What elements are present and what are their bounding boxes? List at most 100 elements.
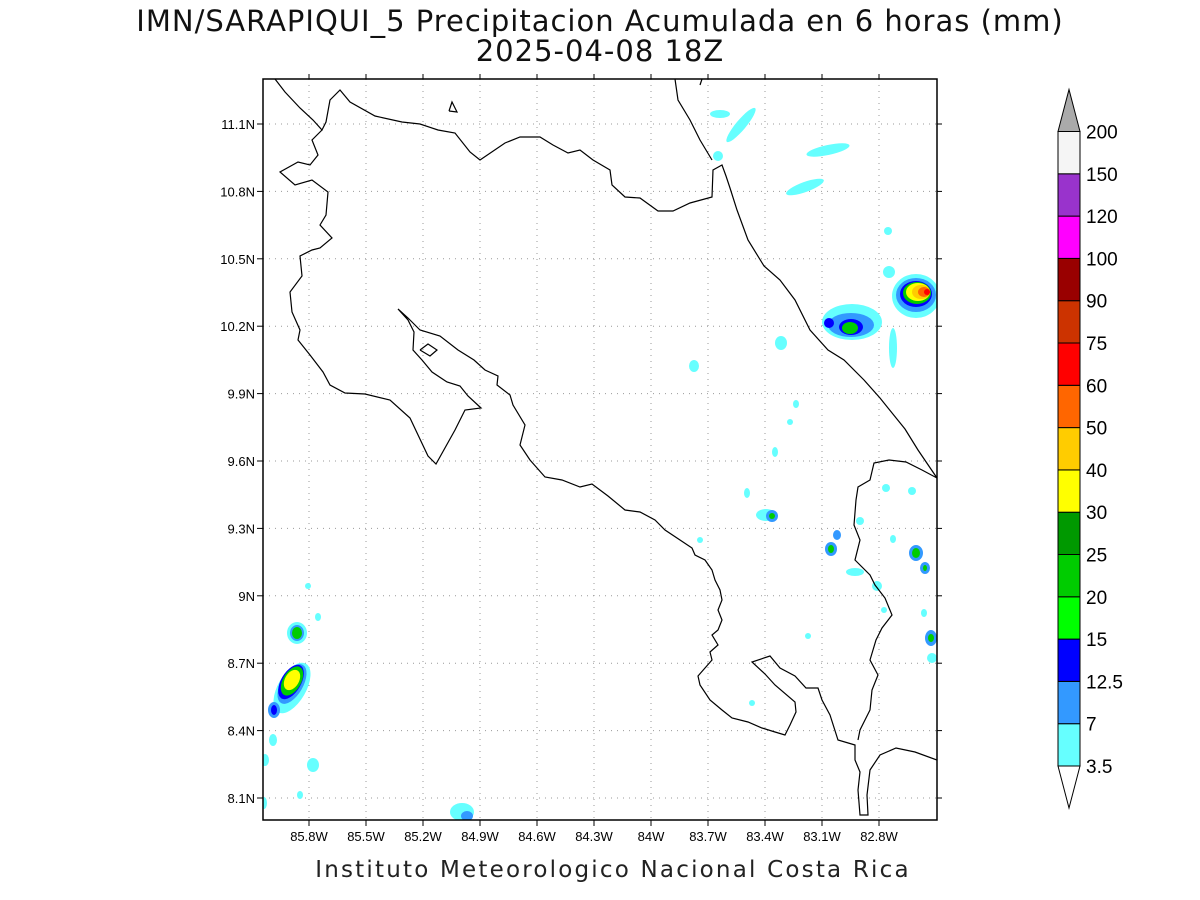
- lon-label: 83.1W: [803, 829, 841, 844]
- lon-label: 85.8W: [290, 829, 328, 844]
- colorbar-swatch: [1057, 511, 1081, 556]
- lat-label: 10.8N: [220, 184, 255, 199]
- lat-label: 8.1N: [228, 791, 255, 806]
- colorbar-label: 75: [1086, 334, 1107, 355]
- colorbar-swatch: [1057, 554, 1081, 598]
- lat-label: 9.3N: [228, 521, 255, 536]
- precip-cluster: [822, 304, 882, 340]
- axis-ticks: [257, 74, 942, 826]
- colorbar-label: 15: [1086, 630, 1107, 651]
- map-grid: [263, 79, 937, 820]
- precip-cell: [882, 484, 890, 492]
- lat-label: 8.4N: [228, 724, 255, 739]
- lon-label: 84.3W: [575, 829, 613, 844]
- precip-cell: [713, 151, 723, 161]
- lat-label: 9N: [238, 589, 255, 604]
- precip-cell: [806, 143, 850, 157]
- precip-cell: [889, 328, 897, 368]
- colorbar-label: 90: [1086, 292, 1107, 313]
- precip-cell: [846, 568, 864, 576]
- precip-cell: [890, 535, 896, 543]
- precip-cell: [263, 754, 269, 766]
- lon-label: 85.5W: [347, 829, 385, 844]
- precip-cell: [805, 633, 811, 639]
- colorbar-swatch: [1057, 596, 1081, 640]
- colorbar-label: 200: [1086, 123, 1118, 144]
- lon-label: 84.9W: [461, 829, 499, 844]
- colorbar-label: 60: [1086, 376, 1107, 397]
- lat-label: 8.7N: [228, 656, 255, 671]
- precip-pacific-cells: [268, 622, 311, 746]
- colorbar-label: 100: [1086, 249, 1118, 270]
- precip-cell: [775, 336, 787, 350]
- credit-text: Instituto Meteorologico Nacional Costa R…: [315, 857, 911, 883]
- colorbar-swatch: [1057, 723, 1081, 767]
- precip-cell: [297, 791, 303, 799]
- precip-caribbean-cells: [461, 510, 937, 820]
- precip-cell: [744, 488, 750, 498]
- colorbar-label: 20: [1086, 588, 1107, 609]
- precip-cell: [772, 447, 778, 457]
- lat-label: 10.5N: [220, 252, 255, 267]
- colorbar-label: 40: [1086, 461, 1107, 482]
- precip-cell: [307, 758, 319, 772]
- lon-label: 84.6W: [518, 829, 556, 844]
- precip-areas: [263, 107, 937, 820]
- lat-label: 9.9N: [228, 387, 255, 402]
- colorbar-swatch: [1057, 257, 1081, 302]
- precip-cell: [921, 609, 927, 617]
- lon-label: 82.8W: [860, 829, 898, 844]
- colorbar-upper-arrow: [1057, 87, 1081, 132]
- colorbar-label: 3.5: [1086, 757, 1112, 778]
- latitude-labels: 11.1N 10.8N 10.5N 10.2N 9.9N 9.6N 9.3N 9N 8.7N 8.…: [220, 117, 255, 806]
- colorbar-label: 30: [1086, 503, 1107, 524]
- precip-cell: [749, 700, 755, 706]
- colorbar-swatch: [1057, 469, 1081, 513]
- precip-heavy-cell: [883, 266, 937, 318]
- lon-label: 84W: [638, 829, 665, 844]
- precip-cell: [881, 607, 887, 613]
- colorbar-swatch: [1057, 131, 1081, 175]
- lat-label: 11.1N: [221, 117, 255, 132]
- map-subtitle: 2025-04-08 18Z: [475, 34, 725, 68]
- precip-cell: [856, 517, 864, 525]
- precip-cell: [315, 613, 321, 621]
- colorbar-swatch: [1057, 680, 1081, 725]
- lon-label: 83.4W: [746, 829, 784, 844]
- colorbar-label: 7: [1086, 715, 1097, 736]
- map-title: IMN/SARAPIQUI_5 Precipitacion Acumulada …: [136, 4, 1064, 38]
- colorbar-label: 12.5: [1086, 672, 1123, 693]
- coastlines: [274, 79, 937, 816]
- colorbar-lower-arrow: [1057, 765, 1081, 810]
- precip-cell: [305, 583, 311, 589]
- colorbar: 3.5 7 12.5 15 20 25 30 40 50 60 75 90 100 120 150 200: [1057, 87, 1123, 810]
- colorbar-label: 50: [1086, 419, 1107, 440]
- map-frame: [262, 78, 938, 821]
- colorbar-swatch: [1057, 215, 1081, 259]
- precip-cell: [697, 537, 703, 543]
- colorbar-label: 150: [1086, 165, 1118, 186]
- precip-cell: [884, 227, 892, 235]
- longitude-labels: 85.8W 85.5W 85.2W 84.9W 84.6W 84.3W 84W 83.7W 83…: [290, 829, 898, 844]
- precip-cell: [793, 400, 799, 408]
- precip-cell: [689, 360, 699, 372]
- lat-label: 9.6N: [228, 454, 255, 469]
- lon-label: 85.2W: [404, 829, 442, 844]
- precip-cell: [263, 797, 267, 809]
- colorbar-swatch: [1057, 384, 1081, 429]
- precip-cell: [710, 110, 730, 118]
- colorbar-swatch: [1057, 638, 1081, 682]
- precip-cell: [787, 419, 793, 425]
- colorbar-label: 25: [1086, 546, 1107, 567]
- lat-label: 10.2N: [220, 319, 255, 334]
- precip-cell: [726, 107, 756, 143]
- precip-cell: [786, 178, 824, 196]
- colorbar-swatch: [1057, 342, 1081, 386]
- lon-label: 83.7W: [689, 829, 727, 844]
- colorbar-swatch: [1057, 173, 1081, 217]
- colorbar-swatch: [1057, 300, 1081, 344]
- colorbar-swatch: [1057, 427, 1081, 471]
- precip-cell: [908, 487, 916, 495]
- precip-cell: [927, 653, 937, 663]
